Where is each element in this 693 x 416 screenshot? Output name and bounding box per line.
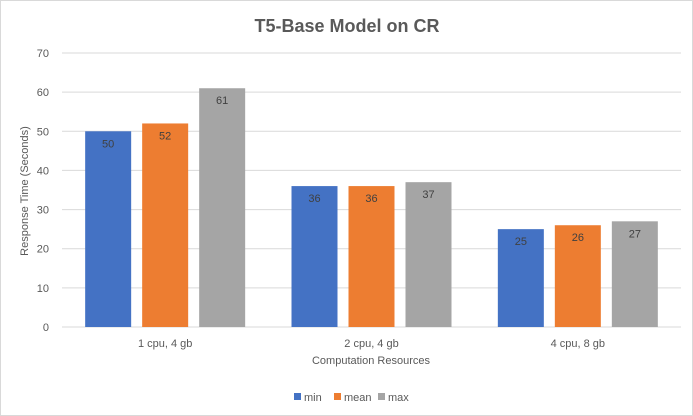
y-tick-label: 70 <box>37 48 49 60</box>
y-axis-ticks: 0 10 20 30 40 50 60 70 <box>37 48 49 334</box>
data-label-max: 27 <box>629 228 641 240</box>
data-label-mean: 52 <box>159 130 171 142</box>
data-label-max: 61 <box>216 95 228 107</box>
x-tick-label: 4 cpu, 8 gb <box>551 338 605 350</box>
x-axis-ticks: 1 cpu, 4 gb 2 cpu, 4 gb 4 cpu, 8 gb <box>138 338 605 350</box>
bar-min <box>85 131 132 327</box>
y-tick-label: 0 <box>43 322 49 334</box>
data-labels: 50 52 61 36 36 37 25 26 27 <box>102 95 641 248</box>
bar-min <box>497 229 544 327</box>
y-tick-label: 60 <box>37 87 49 99</box>
x-tick-label: 2 cpu, 4 gb <box>344 338 398 350</box>
y-tick-label: 50 <box>37 126 49 138</box>
bar-max <box>405 182 452 327</box>
legend-swatch-max <box>378 393 385 400</box>
y-tick-label: 20 <box>37 244 49 256</box>
y-tick-label: 10 <box>37 283 49 295</box>
bar-max <box>611 221 658 327</box>
bars <box>85 88 658 327</box>
y-axis-title: Response Time (Seconds) <box>19 126 31 256</box>
x-axis-title: Computation Resources <box>312 355 431 367</box>
legend-label-min: min <box>304 392 322 404</box>
data-label-min: 50 <box>102 138 114 150</box>
legend-label-mean: mean <box>344 392 372 404</box>
data-label-min: 25 <box>515 236 527 248</box>
legend-swatch-min <box>294 393 301 400</box>
chart-title: T5-Base Model on CR <box>254 16 439 36</box>
legend-label-max: max <box>388 392 409 404</box>
data-label-min: 36 <box>308 193 320 205</box>
bar-mean <box>554 225 601 327</box>
y-tick-label: 40 <box>37 165 49 177</box>
x-tick-label: 1 cpu, 4 gb <box>138 338 192 350</box>
bar-min <box>291 186 338 327</box>
y-tick-label: 30 <box>37 205 49 217</box>
data-label-mean: 36 <box>365 193 377 205</box>
data-label-mean: 26 <box>572 232 584 244</box>
bar-mean <box>142 123 189 327</box>
bar-mean <box>348 186 395 327</box>
data-label-max: 37 <box>422 189 434 201</box>
legend: min mean max <box>294 392 409 404</box>
legend-swatch-mean <box>334 393 341 400</box>
bar-max <box>199 88 246 327</box>
